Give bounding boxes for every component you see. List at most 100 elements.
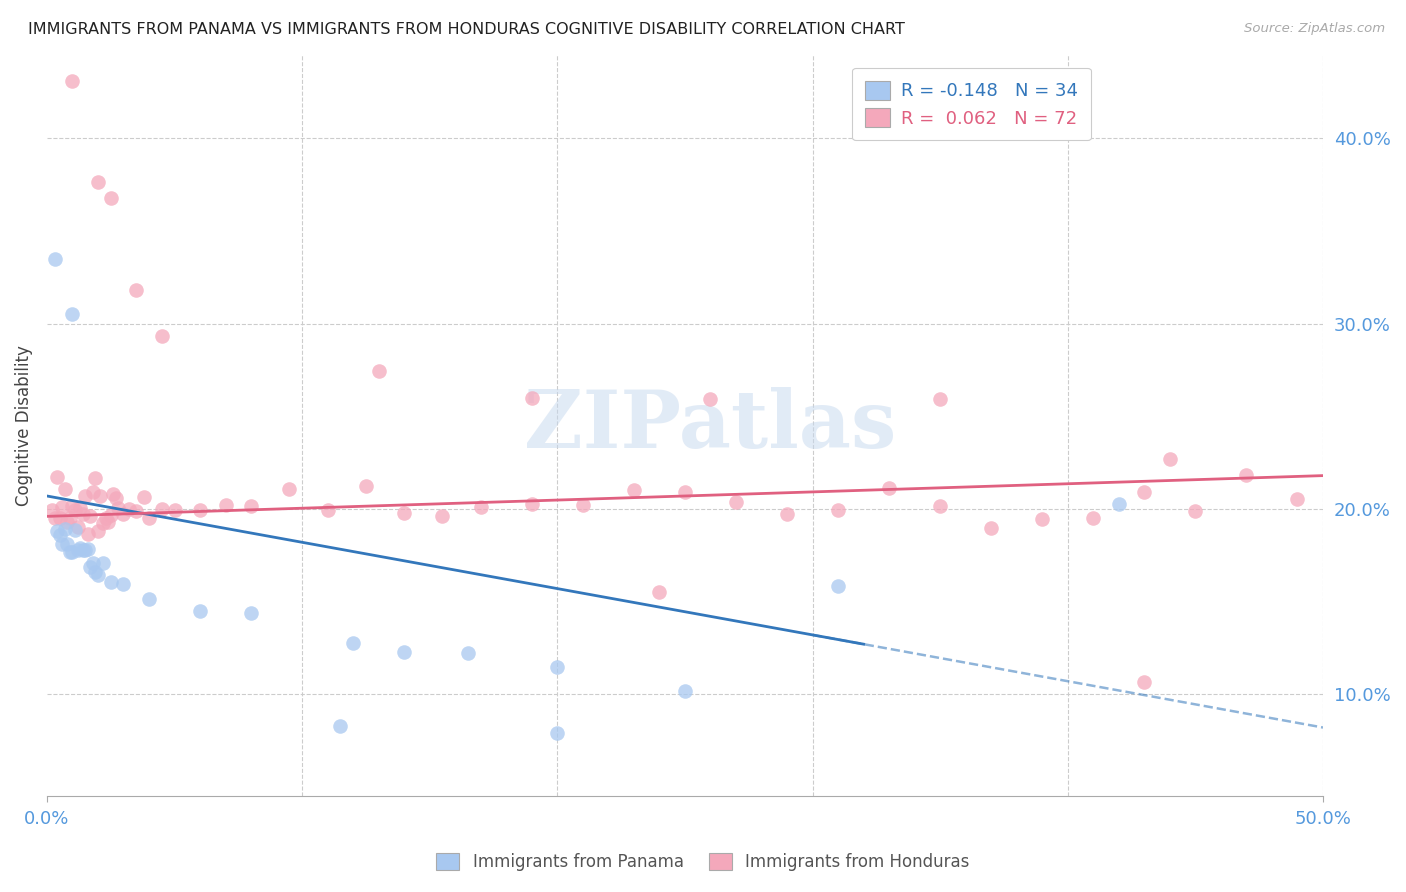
Point <box>107 501 129 516</box>
Point <box>329 719 352 733</box>
Point <box>48 511 70 525</box>
Point <box>51 500 73 515</box>
Point <box>91 516 114 531</box>
Point <box>56 516 79 530</box>
Point <box>673 683 696 698</box>
Point <box>980 521 1002 535</box>
Point <box>1083 510 1105 524</box>
Point <box>56 537 79 551</box>
Point <box>66 543 89 558</box>
Text: ZIPatlas: ZIPatlas <box>524 386 897 465</box>
Point <box>125 283 148 297</box>
Point <box>673 485 696 500</box>
Point <box>51 537 73 551</box>
Point <box>125 503 148 517</box>
Point <box>69 501 91 516</box>
Point <box>44 252 66 266</box>
Point <box>84 471 107 485</box>
Point <box>572 498 595 512</box>
Point <box>76 526 98 541</box>
Point <box>84 565 107 579</box>
Point <box>150 502 173 516</box>
Point <box>392 645 415 659</box>
Point <box>41 503 63 517</box>
Point <box>79 508 101 523</box>
Point <box>1184 503 1206 517</box>
Point <box>66 519 89 533</box>
Point <box>62 74 84 88</box>
Point <box>316 503 339 517</box>
Point <box>520 391 543 405</box>
Point <box>82 484 104 499</box>
Point <box>240 606 263 620</box>
Point <box>546 725 568 739</box>
Point <box>1133 484 1156 499</box>
Point <box>138 511 160 525</box>
Point <box>240 499 263 513</box>
Point <box>648 585 671 599</box>
Point <box>76 542 98 557</box>
Point <box>72 542 94 557</box>
Point <box>46 469 69 483</box>
Point <box>367 364 389 378</box>
Point <box>112 508 135 522</box>
Point <box>163 503 186 517</box>
Point <box>87 567 110 582</box>
Point <box>87 175 110 189</box>
Point <box>82 556 104 570</box>
Point <box>214 498 236 512</box>
Point <box>75 542 97 557</box>
Point <box>103 487 125 501</box>
Point <box>278 482 301 496</box>
Point <box>827 503 849 517</box>
Point <box>48 527 70 541</box>
Point <box>457 646 479 660</box>
Point <box>699 392 721 406</box>
Point <box>62 545 84 559</box>
Point <box>104 491 127 506</box>
Point <box>546 660 568 674</box>
Point <box>59 510 82 524</box>
Point <box>877 481 900 495</box>
Point <box>776 507 799 521</box>
Point <box>46 524 69 539</box>
Point <box>1108 497 1130 511</box>
Point <box>432 509 454 524</box>
Point <box>520 497 543 511</box>
Point <box>62 499 84 513</box>
Point <box>63 503 86 517</box>
Point <box>63 524 86 538</box>
Point <box>1159 451 1181 466</box>
Point <box>150 329 173 343</box>
Point <box>94 511 117 525</box>
Point <box>827 579 849 593</box>
Point <box>100 191 122 205</box>
Point <box>623 483 645 497</box>
Legend: R = -0.148   N = 34, R =  0.062   N = 72: R = -0.148 N = 34, R = 0.062 N = 72 <box>852 68 1091 140</box>
Point <box>188 604 211 618</box>
Legend: Immigrants from Panama, Immigrants from Honduras: Immigrants from Panama, Immigrants from … <box>427 845 979 880</box>
Point <box>470 500 492 515</box>
Point <box>91 556 114 570</box>
Point <box>1031 512 1053 526</box>
Point <box>87 524 110 539</box>
Y-axis label: Cognitive Disability: Cognitive Disability <box>15 345 32 506</box>
Point <box>53 522 76 536</box>
Text: Source: ZipAtlas.com: Source: ZipAtlas.com <box>1244 22 1385 36</box>
Point <box>1133 675 1156 690</box>
Text: IMMIGRANTS FROM PANAMA VS IMMIGRANTS FROM HONDURAS COGNITIVE DISABILITY CORRELAT: IMMIGRANTS FROM PANAMA VS IMMIGRANTS FRO… <box>28 22 905 37</box>
Point <box>79 560 101 574</box>
Point <box>69 541 91 556</box>
Point <box>89 489 111 503</box>
Point <box>97 515 120 529</box>
Point <box>392 507 415 521</box>
Point <box>100 575 122 590</box>
Point <box>132 490 155 504</box>
Point <box>724 494 747 508</box>
Point <box>59 544 82 558</box>
Point <box>53 482 76 496</box>
Point <box>1236 468 1258 483</box>
Point <box>44 510 66 524</box>
Point <box>188 502 211 516</box>
Point <box>75 489 97 503</box>
